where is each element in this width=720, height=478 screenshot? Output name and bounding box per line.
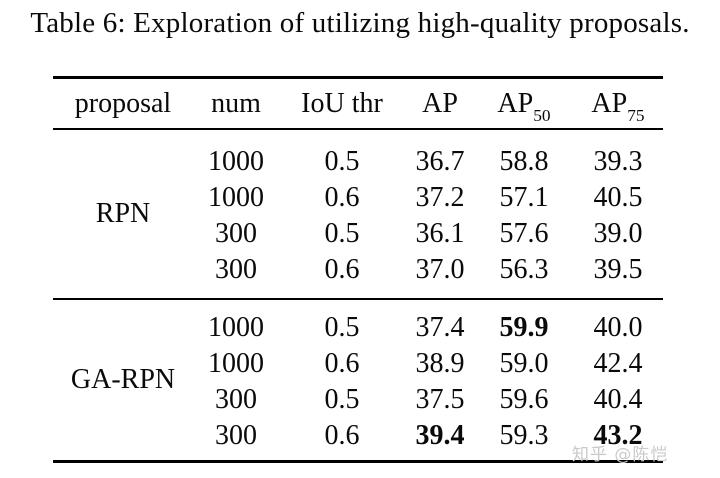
cell-num: 300 xyxy=(215,218,257,249)
cell-ap: 37.2 xyxy=(415,182,465,213)
table-bottom-rule xyxy=(53,460,663,463)
cell-num: 300 xyxy=(215,384,257,415)
table-group-rpn: RPN 1000 0.5 36.7 58.8 39.3 1000 0.6 37.… xyxy=(53,130,663,298)
group-separator-rule xyxy=(53,298,663,300)
zhihu-watermark: 知乎 @陈恺 xyxy=(572,445,669,465)
cell-num: 300 xyxy=(215,254,257,285)
column-header-ap75: AP75 xyxy=(591,87,645,126)
cell-iou: 0.5 xyxy=(324,312,360,343)
cell-num: 300 xyxy=(215,420,257,451)
cell-ap50: 59.9 xyxy=(499,312,549,343)
column-header-ap50: AP50 xyxy=(497,87,551,126)
table-row: 1000 0.5 37.4 59.9 40.0 xyxy=(53,310,663,346)
cell-num: 1000 xyxy=(208,146,264,177)
cell-num: 1000 xyxy=(208,312,264,343)
cell-ap50: 58.8 xyxy=(499,146,549,177)
cell-ap75: 39.0 xyxy=(593,218,643,249)
cell-ap75: 40.4 xyxy=(593,384,643,415)
cell-ap: 36.1 xyxy=(415,218,465,249)
group-label-rpn: RPN xyxy=(95,198,151,229)
cell-ap: 39.4 xyxy=(415,420,465,451)
header-separator-rule xyxy=(53,128,663,130)
cell-iou: 0.5 xyxy=(324,218,360,249)
column-header-iou-thr: IoU thr xyxy=(301,87,383,119)
table-row: 300 0.5 36.1 57.6 39.0 xyxy=(53,216,663,252)
cell-ap75: 39.3 xyxy=(593,146,643,177)
table-caption: Table 6: Exploration of utilizing high-q… xyxy=(30,7,690,39)
cell-ap75: 39.5 xyxy=(593,254,643,285)
cell-ap: 37.0 xyxy=(415,254,465,285)
table-row: 1000 0.6 37.2 57.1 40.5 xyxy=(53,180,663,216)
cell-num: 1000 xyxy=(208,182,264,213)
cell-ap50: 59.3 xyxy=(499,420,549,451)
cell-iou: 0.6 xyxy=(324,254,360,285)
table-row: 300 0.6 39.4 59.3 43.2 xyxy=(53,418,663,454)
cell-iou: 0.6 xyxy=(324,182,360,213)
cell-ap75: 40.5 xyxy=(593,182,643,213)
column-header-num: num xyxy=(211,87,261,119)
cell-ap75: 43.2 xyxy=(593,420,643,451)
cell-ap75: 40.0 xyxy=(593,312,643,343)
table-top-rule xyxy=(53,76,663,79)
table-row: 300 0.6 37.0 56.3 39.5 xyxy=(53,252,663,288)
cell-ap50: 57.1 xyxy=(499,182,549,213)
cell-ap50: 59.6 xyxy=(499,384,549,415)
cell-ap: 37.5 xyxy=(415,384,465,415)
cell-iou: 0.5 xyxy=(324,384,360,415)
cell-iou: 0.6 xyxy=(324,420,360,451)
table-group-ga-rpn: GA-RPN 1000 0.5 37.4 59.9 40.0 1000 0.6 … xyxy=(53,300,663,460)
cell-ap50: 59.0 xyxy=(499,348,549,379)
cell-iou: 0.6 xyxy=(324,348,360,379)
cell-ap: 38.9 xyxy=(415,348,465,379)
table-row: 1000 0.5 36.7 58.8 39.3 xyxy=(53,144,663,180)
table-row: 1000 0.6 38.9 59.0 42.4 xyxy=(53,346,663,382)
table-header-row: proposal num IoU thr AP AP50 AP75 xyxy=(53,79,663,128)
column-header-ap: AP xyxy=(422,87,458,119)
cell-iou: 0.5 xyxy=(324,146,360,177)
column-header-proposal: proposal xyxy=(74,87,172,119)
group-label-ga-rpn: GA-RPN xyxy=(70,364,176,395)
results-table: proposal num IoU thr AP AP50 AP75 RPN 10… xyxy=(53,76,663,463)
cell-ap: 36.7 xyxy=(415,146,465,177)
cell-ap75: 42.4 xyxy=(593,348,643,379)
cell-ap50: 56.3 xyxy=(499,254,549,285)
cell-ap50: 57.6 xyxy=(499,218,549,249)
table-row: 300 0.5 37.5 59.6 40.4 xyxy=(53,382,663,418)
cell-ap: 37.4 xyxy=(415,312,465,343)
cell-num: 1000 xyxy=(208,348,264,379)
